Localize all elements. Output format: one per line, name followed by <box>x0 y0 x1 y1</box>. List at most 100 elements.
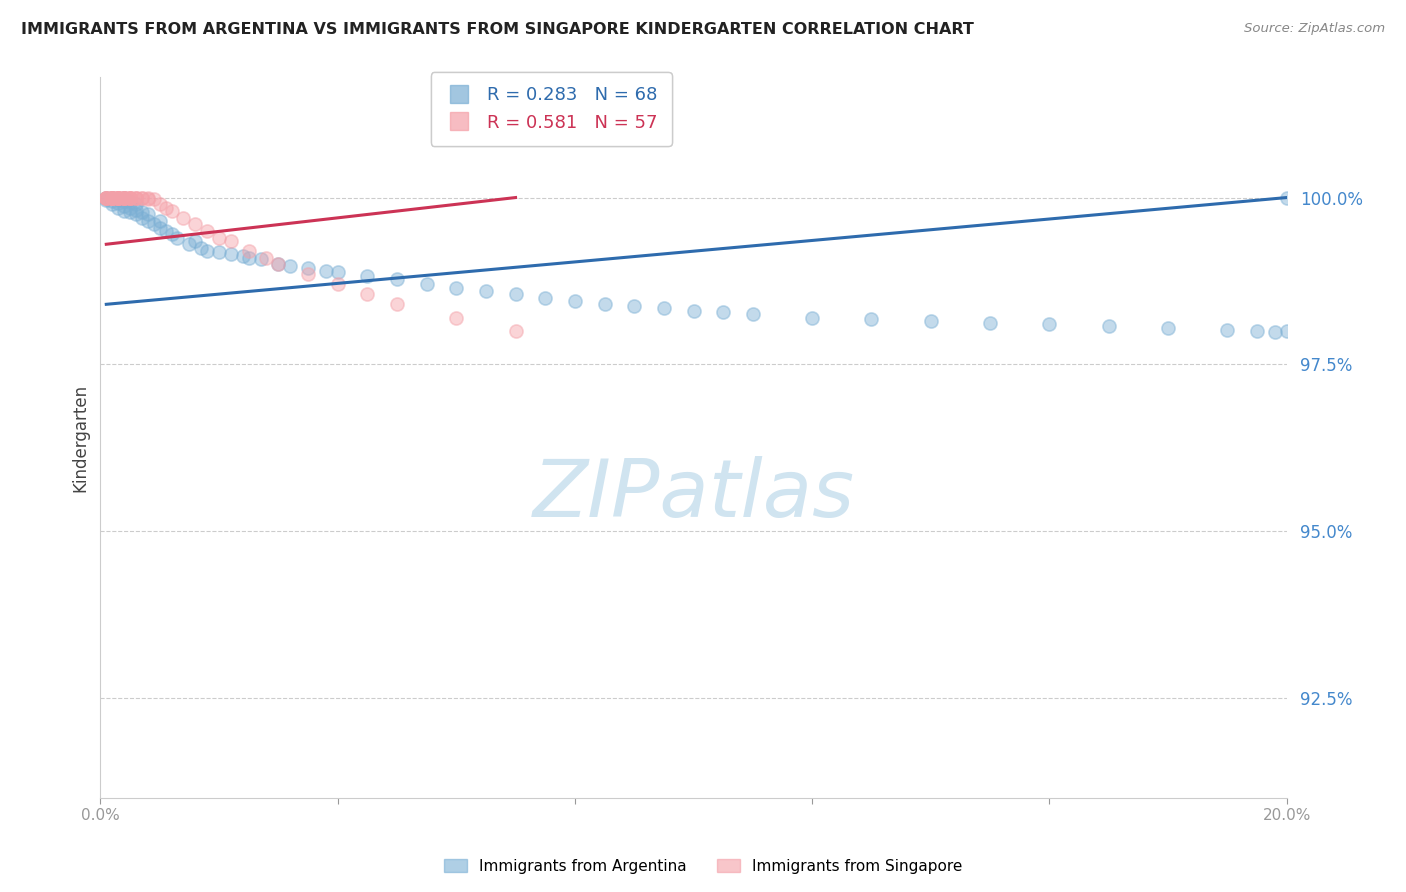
Point <box>107 190 129 204</box>
Point <box>297 260 319 275</box>
Point <box>208 230 231 244</box>
Point <box>256 251 278 265</box>
Point <box>112 190 135 204</box>
Point <box>1157 320 1180 334</box>
Point <box>96 190 118 204</box>
Point <box>101 190 124 204</box>
Point <box>711 305 734 319</box>
Point <box>107 190 129 204</box>
Text: IMMIGRANTS FROM ARGENTINA VS IMMIGRANTS FROM SINGAPORE KINDERGARTEN CORRELATION : IMMIGRANTS FROM ARGENTINA VS IMMIGRANTS … <box>21 22 974 37</box>
Point <box>107 190 129 204</box>
Point <box>682 304 704 318</box>
Point <box>249 252 271 266</box>
Point <box>101 194 124 208</box>
Legend: Immigrants from Argentina, Immigrants from Singapore: Immigrants from Argentina, Immigrants fr… <box>437 853 969 880</box>
Point <box>131 190 153 204</box>
Point <box>184 234 207 248</box>
Point <box>101 190 124 204</box>
Point <box>219 247 242 261</box>
Point <box>136 214 159 228</box>
Point <box>505 324 527 338</box>
Point <box>232 249 254 263</box>
Point <box>101 190 124 204</box>
Point <box>101 190 124 204</box>
Point <box>118 190 141 204</box>
Point <box>136 207 159 221</box>
Point <box>131 205 153 219</box>
Point <box>112 190 135 204</box>
Point <box>96 190 118 204</box>
Point <box>652 301 675 315</box>
Point <box>101 190 124 204</box>
Point <box>107 190 129 204</box>
Point <box>979 316 1001 330</box>
Point <box>278 259 301 273</box>
Point <box>160 227 183 242</box>
Point <box>238 244 260 258</box>
Point <box>96 190 118 204</box>
Point <box>118 190 141 204</box>
Point <box>801 310 824 325</box>
Text: Source: ZipAtlas.com: Source: ZipAtlas.com <box>1244 22 1385 36</box>
Point <box>118 205 141 219</box>
Point <box>1098 318 1121 333</box>
Point <box>505 287 527 301</box>
Point <box>208 245 231 260</box>
Point <box>118 201 141 215</box>
Point <box>96 190 118 204</box>
Point <box>475 284 498 298</box>
Point <box>741 307 763 321</box>
Point <box>96 190 118 204</box>
Point <box>142 217 165 231</box>
Text: ZIPatlas: ZIPatlas <box>533 457 855 534</box>
Point <box>356 287 378 301</box>
Point <box>623 299 645 313</box>
Point <box>155 201 177 215</box>
Point <box>385 272 408 286</box>
Point <box>131 190 153 204</box>
Point <box>267 257 290 271</box>
Point <box>593 297 616 311</box>
Point <box>195 244 218 258</box>
Point <box>166 230 188 244</box>
Point <box>107 190 129 204</box>
Point <box>1275 190 1298 204</box>
Legend: R = 0.283   N = 68, R = 0.581   N = 57: R = 0.283 N = 68, R = 0.581 N = 57 <box>430 72 672 146</box>
Point <box>860 312 883 326</box>
Point <box>172 211 194 225</box>
Point <box>219 234 242 248</box>
Point <box>101 197 124 211</box>
Point <box>136 190 159 204</box>
Point <box>267 257 290 271</box>
Point <box>118 195 141 210</box>
Point <box>112 190 135 204</box>
Point <box>107 195 129 210</box>
Point <box>112 198 135 212</box>
Point <box>125 207 148 221</box>
Point <box>564 293 586 308</box>
Point <box>1275 324 1298 338</box>
Point <box>125 202 148 217</box>
Point <box>107 201 129 215</box>
Point <box>446 310 468 325</box>
Point <box>101 190 124 204</box>
Point <box>112 190 135 204</box>
Point <box>238 251 260 265</box>
Point <box>118 190 141 204</box>
Point <box>1246 324 1268 338</box>
Point <box>112 190 135 204</box>
Point <box>920 314 942 328</box>
Point <box>112 203 135 218</box>
Point <box>160 203 183 218</box>
Point <box>142 192 165 206</box>
Point <box>149 214 172 228</box>
Point <box>326 265 349 279</box>
Point <box>190 241 212 255</box>
Y-axis label: Kindergarten: Kindergarten <box>72 384 89 491</box>
Point <box>101 190 124 204</box>
Point <box>446 280 468 294</box>
Point <box>297 267 319 281</box>
Point <box>125 190 148 204</box>
Point <box>385 297 408 311</box>
Point <box>125 190 148 204</box>
